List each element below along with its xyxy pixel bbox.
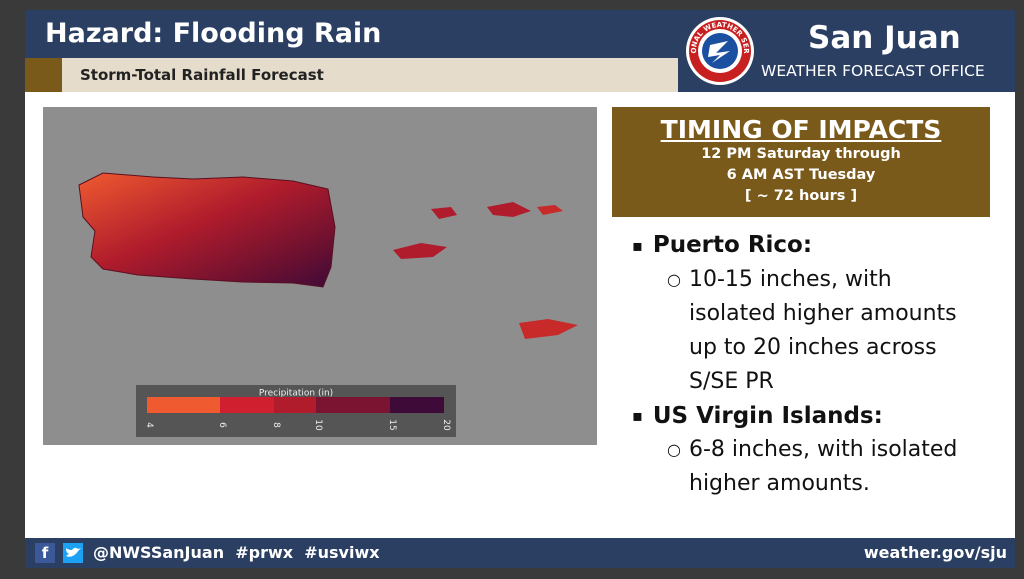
hazard-title: Hazard: Flooding Rain xyxy=(25,10,678,58)
legend-tick: 10 xyxy=(313,419,323,431)
legend-tick: 8 xyxy=(271,422,281,428)
legend-tick: 20 xyxy=(441,419,451,431)
legend-tick: 4 xyxy=(144,422,154,428)
svg-text:f: f xyxy=(42,544,49,562)
legend-tick: 15 xyxy=(387,419,397,430)
legend-title: Precipitation (in) xyxy=(259,389,333,399)
url: weather.gov/sju xyxy=(863,543,1007,562)
office-name: San Juan xyxy=(808,20,961,56)
accent xyxy=(25,58,62,92)
impacts: Puerto Rico:10-15 inches, with isolated … xyxy=(632,228,982,501)
subtitle: Storm-Total Rainfall Forecast xyxy=(62,58,678,92)
impact-item: 6-8 inches, with isolated higher amounts… xyxy=(667,433,982,501)
footer: f @NWSSanJuan #prwx #usviwx weather.gov/… xyxy=(25,538,1015,568)
impact-item: 10-15 inches, with isolated higher amoun… xyxy=(667,263,982,399)
rainfall-map: Precipitation (in) 4 6 8 10 15 20 xyxy=(43,107,597,445)
social-icons: f xyxy=(35,543,83,563)
office-subtitle: WEATHER FORECAST OFFICE xyxy=(761,62,985,80)
impact-heading: Puerto Rico: xyxy=(632,228,982,263)
nws-logo: NATIONAL WEATHER SERVICE xyxy=(684,15,754,85)
office-banner: NATIONAL WEATHER SERVICE San Juan WEATHE… xyxy=(678,10,1015,92)
timing-line: 12 PM Saturday through xyxy=(701,146,901,162)
legend-tick: 6 xyxy=(217,422,227,428)
social-handles: @NWSSanJuan #prwx #usviwx xyxy=(93,543,380,562)
impact-heading: US Virgin Islands: xyxy=(632,399,982,434)
timing-line: 6 AM AST Tuesday xyxy=(726,167,876,183)
timing-line: [ ~ 72 hours ] xyxy=(744,188,858,204)
timing-title: TIMING OF IMPACTS xyxy=(660,115,942,144)
timing-box: TIMING OF IMPACTS 12 PM Saturday through… xyxy=(612,107,990,217)
